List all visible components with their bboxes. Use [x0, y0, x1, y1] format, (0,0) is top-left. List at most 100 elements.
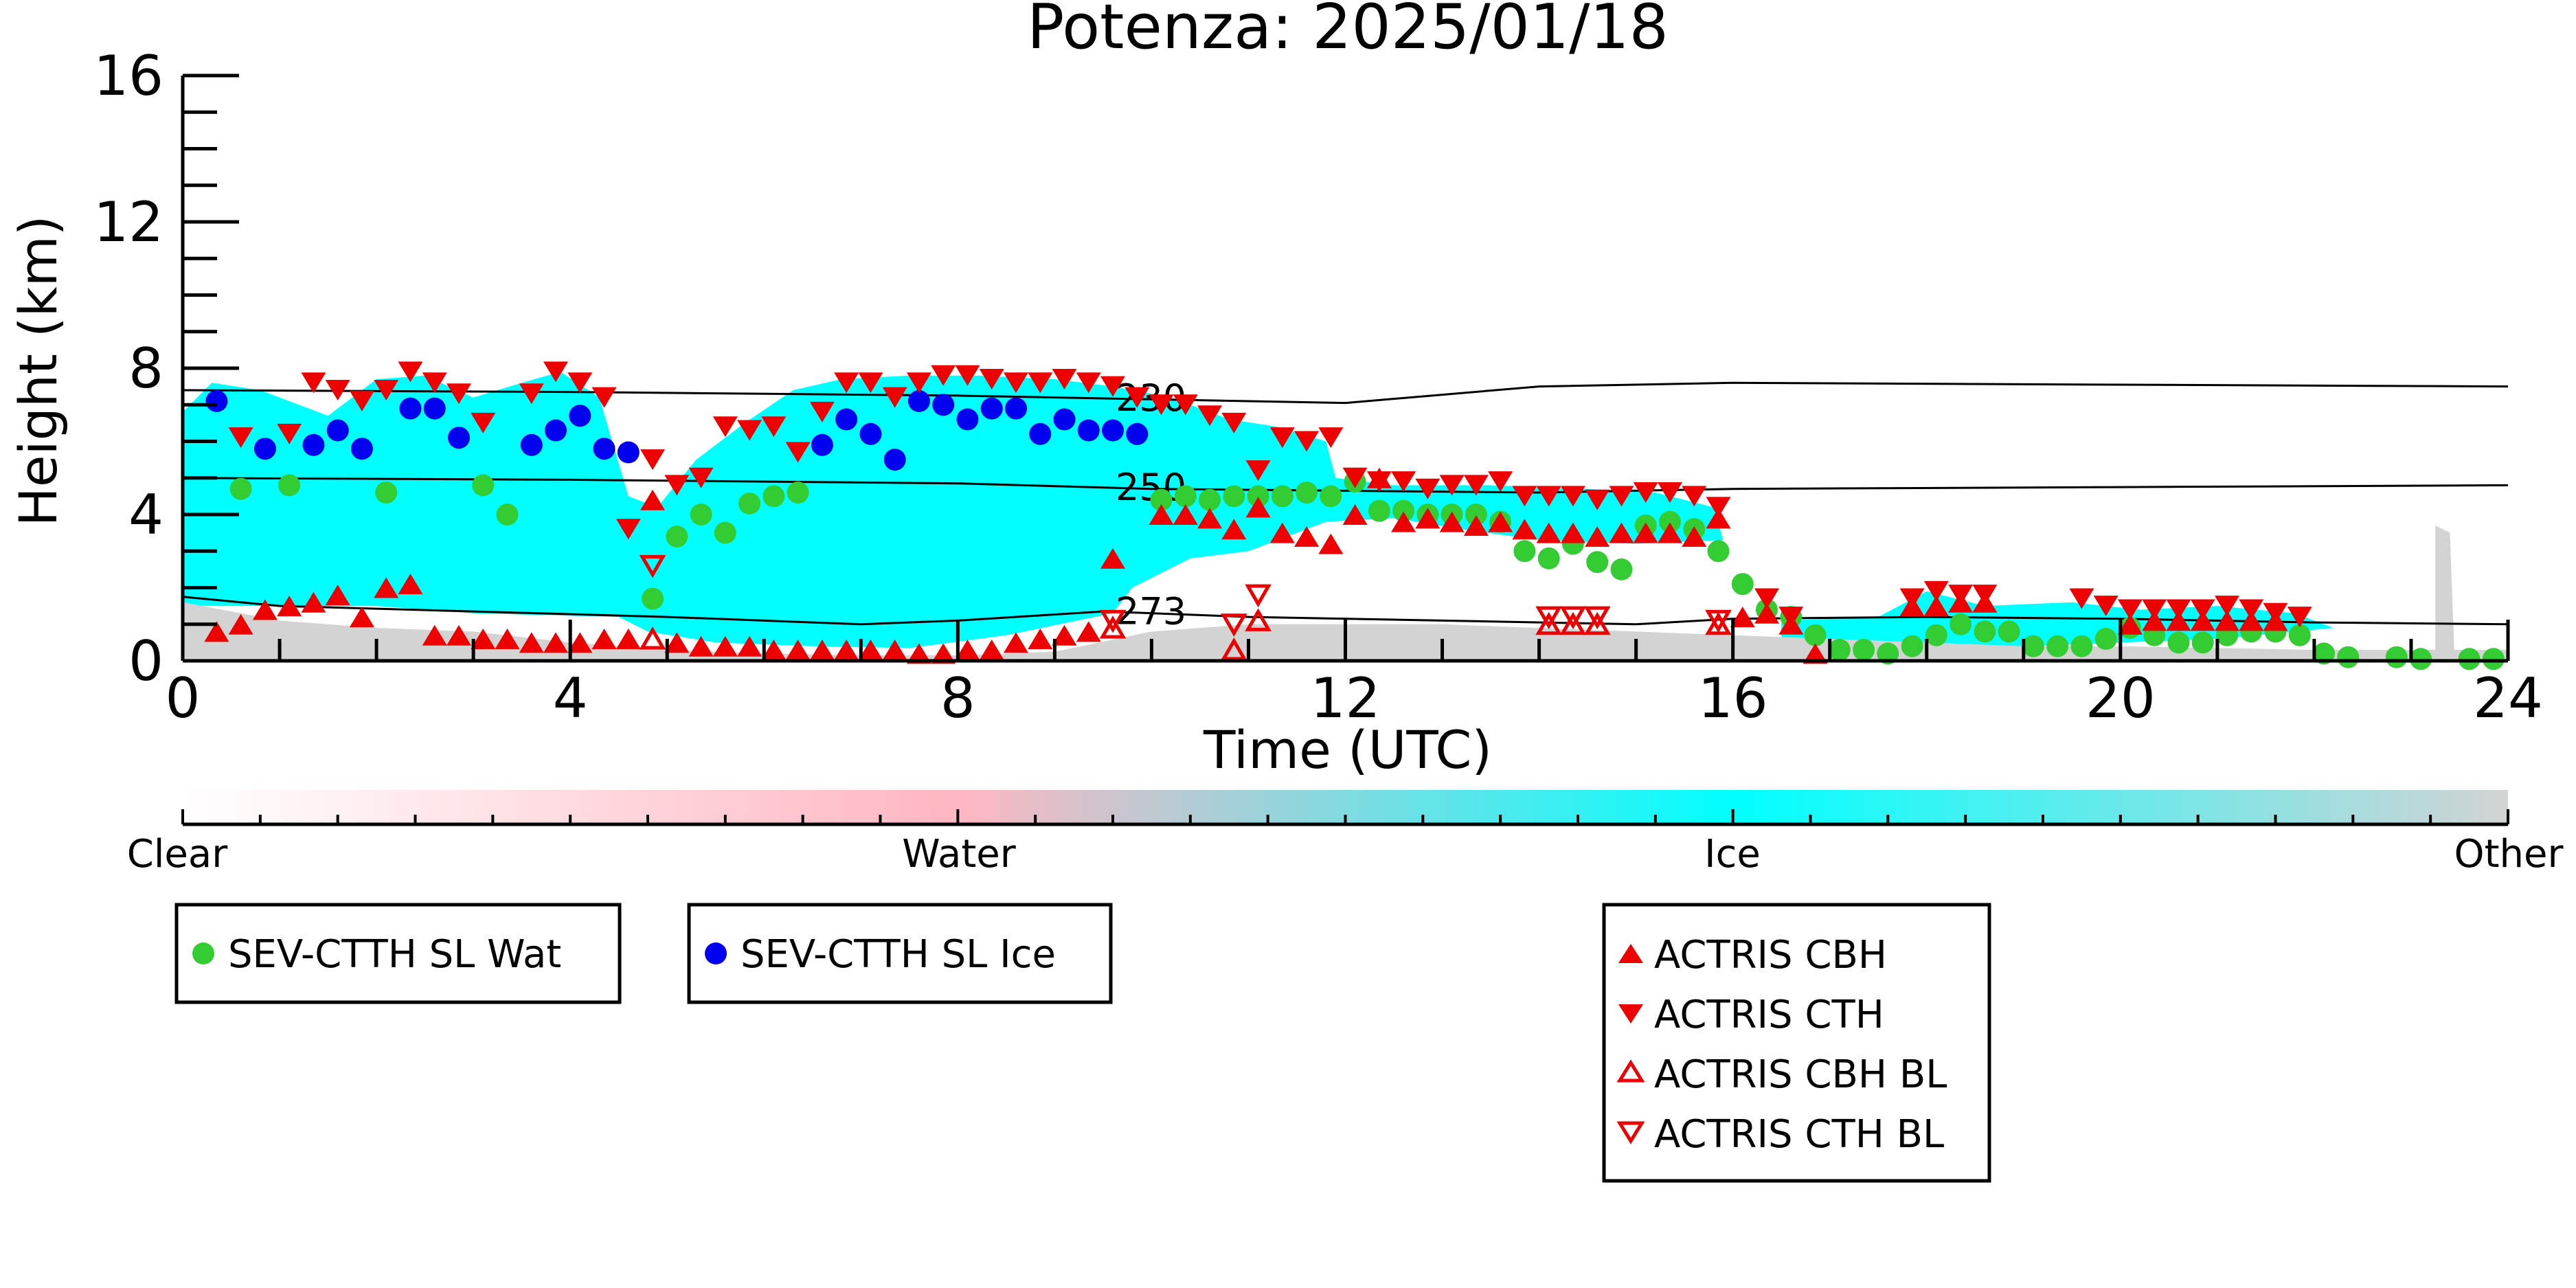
- data-point-actris-cbh: [1318, 533, 1344, 554]
- data-point-actris-cth-bl: [1245, 584, 1272, 608]
- data-point-actris-cbh: [1149, 504, 1174, 525]
- data-point-sev-ctth-sl-ice: [253, 438, 276, 460]
- data-point-actris-cth: [1948, 585, 1974, 606]
- data-point-actris-cth: [1439, 475, 1465, 496]
- data-point-actris-cth: [2287, 607, 2312, 628]
- x-tick-label: 0: [166, 666, 201, 730]
- data-point-actris-cbh: [1342, 504, 1368, 525]
- data-point-actris-cbh: [1706, 508, 1731, 529]
- data-point-actris-cbh: [1076, 621, 1101, 642]
- data-point-sev-ctth-sl-wat: [1804, 624, 1827, 646]
- data-point-actris-cth: [2093, 596, 2119, 617]
- data-point-sev-ctth-sl-wat: [1877, 642, 1899, 665]
- data-point-sev-ctth-sl-ice: [1029, 422, 1052, 445]
- data-point-sev-ctth-sl-wat: [738, 493, 761, 515]
- data-point-actris-cth: [2142, 599, 2167, 620]
- data-point-actris-cbh: [495, 629, 520, 650]
- data-point-actris-cbh: [1609, 522, 1634, 543]
- data-point-actris-cth: [1173, 394, 1198, 416]
- data-point-actris-cth: [567, 372, 593, 394]
- data-point-actris-cbh: [1488, 511, 1513, 532]
- data-point-actris-cbh: [519, 632, 544, 653]
- y-tick-label: 0: [128, 629, 163, 693]
- data-point-sev-ctth-sl-wat: [1247, 485, 1269, 508]
- data-point-actris-cbh: [1028, 629, 1053, 650]
- data-point-actris-cth: [2263, 602, 2288, 624]
- data-point-actris-cth: [1972, 585, 1998, 606]
- data-point-actris-cth: [809, 401, 835, 422]
- data-point-sev-ctth-sl-wat: [2482, 648, 2505, 670]
- legend-box: [687, 903, 1113, 1004]
- data-point-sev-ctth-sl-wat: [1901, 635, 1923, 657]
- data-point-sev-ctth-sl-wat: [762, 485, 785, 508]
- data-point-actris-cbh: [1754, 602, 1780, 624]
- data-point-actris-cbh-bl: [1559, 611, 1587, 635]
- data-point-actris-cth: [712, 416, 738, 438]
- data-point-actris-cth: [1899, 588, 1925, 609]
- data-point-sev-ctth-sl-ice: [545, 419, 567, 442]
- data-point-actris-cbh-bl: [1220, 637, 1247, 661]
- data-point-actris-cbh: [1269, 522, 1295, 543]
- data-point-sev-ctth-sl-wat: [1392, 499, 1415, 522]
- data-point-actris-cth: [1512, 486, 1537, 507]
- data-point-actris-cbh: [446, 624, 471, 646]
- data-point-actris-cth: [1003, 372, 1028, 394]
- data-point-actris-cth: [1342, 467, 1368, 488]
- data-point-actris-cbh: [325, 585, 350, 606]
- data-point-sev-ctth-sl-ice: [399, 397, 422, 420]
- data-point-sev-ctth-sl-ice: [1126, 422, 1149, 445]
- data-point-actris-cbh: [1173, 504, 1198, 525]
- data-point-actris-cbh: [2190, 610, 2215, 631]
- contour-label-273: 273: [1116, 590, 1186, 633]
- data-point-actris-cbh: [834, 640, 859, 661]
- data-point-actris-cbh-bl: [639, 626, 666, 650]
- data-point-sev-ctth-sl-ice: [1053, 408, 1076, 431]
- data-point-actris-cbh: [688, 635, 714, 657]
- data-point-sev-ctth-sl-ice: [956, 408, 979, 431]
- data-point-sev-ctth-sl-wat: [1320, 485, 1342, 508]
- legend-sev-ice: SEV-CTTH SL Ice: [687, 903, 1113, 1004]
- legend-label-cth: ACTRIS CTH: [1654, 993, 1884, 1037]
- legend-marker-cbh-bl: [1616, 1059, 1645, 1083]
- x-axis-label: Time (UTC): [1203, 719, 1492, 780]
- colorbar-label-water: Water: [902, 832, 1017, 877]
- data-point-actris-cth: [2166, 599, 2191, 620]
- data-point-actris-cbh: [1585, 526, 1610, 547]
- data-point-actris-cth: [2117, 599, 2143, 620]
- data-point-actris-cbh-bl: [1583, 611, 1611, 635]
- data-point-sev-ctth-sl-wat: [2313, 642, 2335, 665]
- data-point-actris-cbh: [785, 640, 811, 661]
- data-point-actris-cbh: [398, 574, 423, 595]
- data-point-sev-ctth-sl-wat: [2410, 648, 2432, 670]
- data-point-sev-ctth-sl-wat: [1659, 510, 1681, 533]
- data-point-actris-cbh: [882, 640, 907, 661]
- data-point-actris-cth-bl: [1705, 609, 1732, 633]
- data-point-sev-ctth-sl-wat: [2337, 646, 2360, 668]
- legend-label-cbh-bl: ACTRIS CBH BL: [1654, 1052, 1947, 1097]
- data-point-actris-cbh: [228, 613, 253, 635]
- data-point-sev-ctth-sl-wat: [1998, 620, 2020, 643]
- data-point-actris-cth: [615, 519, 641, 540]
- data-point-actris-cth-bl: [1559, 606, 1587, 630]
- data-point-sev-ctth-sl-wat: [2458, 648, 2481, 670]
- data-point-sev-ctth-sl-wat: [2094, 628, 2117, 650]
- data-point-actris-cbh: [567, 632, 593, 653]
- data-point-sev-ctth-sl-ice: [520, 433, 543, 456]
- data-point-actris-cbh: [543, 632, 569, 653]
- data-point-actris-cth: [591, 387, 617, 408]
- data-point-actris-cbh: [1245, 497, 1271, 518]
- data-point-actris-cbh: [252, 599, 278, 620]
- data-point-actris-cbh: [2166, 610, 2191, 631]
- x-tick-label: 16: [1698, 666, 1768, 730]
- data-point-actris-cbh: [1391, 511, 1416, 532]
- data-point-sev-ctth-sl-wat: [375, 482, 398, 504]
- data-point-actris-cbh: [809, 640, 835, 661]
- data-point-sev-ctth-sl-wat: [1150, 488, 1173, 511]
- data-point-sev-ctth-sl-wat: [1513, 540, 1536, 563]
- data-point-actris-cbh: [277, 596, 302, 617]
- plot-axes: 0 4 8 12 16 0 4 8 12 16 20 24: [93, 44, 2543, 730]
- data-point-actris-cbh: [1100, 547, 1125, 569]
- data-point-sev-ctth-sl-wat: [690, 504, 712, 526]
- data-point-actris-cbh: [1439, 511, 1465, 532]
- data-point-sev-ctth-sl-wat: [714, 521, 736, 544]
